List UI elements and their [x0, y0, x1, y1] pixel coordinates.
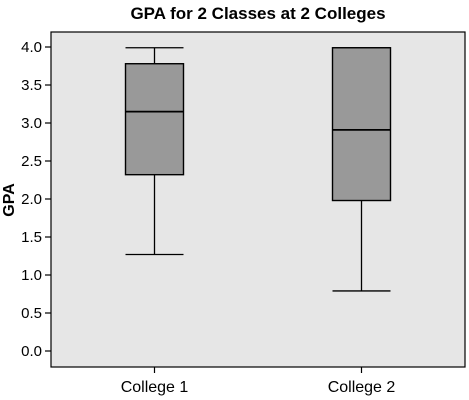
y-tick-label: 2.0	[21, 191, 42, 208]
boxes	[124, 47, 392, 292]
plot-area	[50, 31, 466, 368]
x-axis: College 1 College 2	[121, 367, 396, 396]
y-tick-label: 4.0	[21, 39, 42, 56]
x-tick-label: College 2	[328, 379, 396, 396]
y-axis-label: GPA	[1, 183, 18, 217]
iqr-box	[124, 63, 185, 176]
y-tick-label: 0.0	[21, 343, 42, 360]
y-tick-label: 0.5	[21, 305, 42, 322]
chart-title: GPA for 2 Classes at 2 Colleges	[130, 4, 385, 23]
y-tick-label: 1.5	[21, 229, 42, 246]
y-tick-label: 3.0	[21, 115, 42, 132]
y-tick-label: 2.5	[21, 153, 42, 170]
box-1	[124, 47, 185, 256]
iqr-box	[331, 47, 392, 202]
y-tick-label: 1.0	[21, 267, 42, 284]
box-2	[331, 47, 392, 292]
x-tick-label: College 1	[121, 379, 189, 396]
y-tick-label: 3.5	[21, 77, 42, 94]
y-axis: 0.0 0.5 1.0 1.5 2.0 2.5 3.0 3.5 4.0	[21, 39, 51, 360]
